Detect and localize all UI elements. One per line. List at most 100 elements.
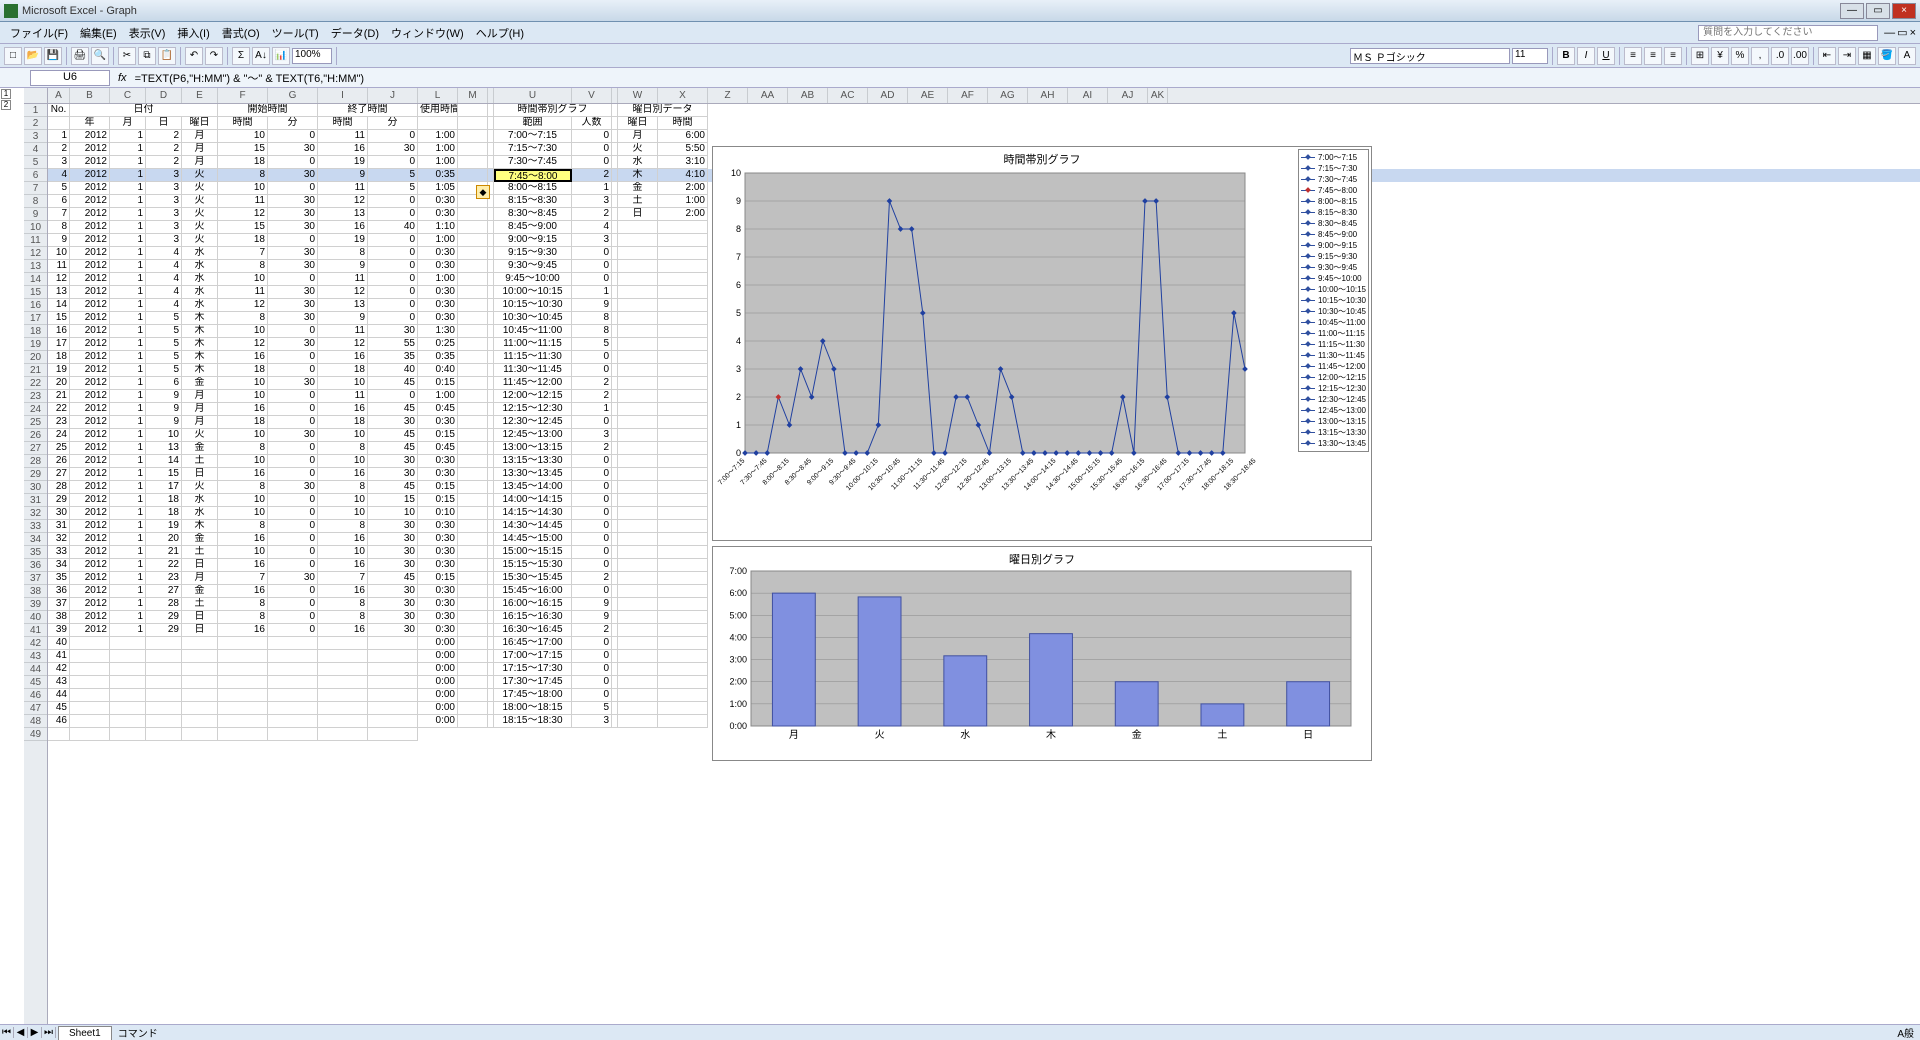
col-header[interactable]: A [48, 88, 70, 103]
font-color-icon[interactable]: A [1898, 47, 1916, 65]
row-header[interactable]: 33 [24, 520, 47, 533]
menu-item[interactable]: 挿入(I) [171, 26, 215, 42]
row-header[interactable]: 36 [24, 559, 47, 572]
row-header[interactable]: 28 [24, 455, 47, 468]
minimize-button[interactable]: — [1840, 3, 1864, 19]
merge-icon[interactable]: ⊞ [1691, 47, 1709, 65]
indent-dec-icon[interactable]: ⇤ [1818, 47, 1836, 65]
font-select[interactable]: ＭＳ Ｐゴシック [1350, 48, 1510, 64]
col-header[interactable]: AB [788, 88, 828, 103]
select-all[interactable] [24, 88, 48, 103]
row-header[interactable]: 5 [24, 156, 47, 169]
col-header[interactable]: AD [868, 88, 908, 103]
align-center-icon[interactable]: ≡ [1644, 47, 1662, 65]
open-icon[interactable]: 📂 [24, 47, 42, 65]
menu-item[interactable]: データ(D) [325, 26, 385, 42]
row-header[interactable]: 37 [24, 572, 47, 585]
row-header[interactable]: 20 [24, 351, 47, 364]
maximize-button[interactable]: ▭ [1866, 3, 1890, 19]
row-header[interactable]: 4 [24, 143, 47, 156]
align-left-icon[interactable]: ≡ [1624, 47, 1642, 65]
menu-item[interactable]: ウィンドウ(W) [385, 26, 470, 42]
outline-2[interactable]: 2 [1, 100, 11, 110]
row-header[interactable]: 49 [24, 728, 47, 741]
border-icon[interactable]: ▦ [1858, 47, 1876, 65]
tab-prev[interactable]: ◀ [14, 1027, 28, 1038]
row-header[interactable]: 40 [24, 611, 47, 624]
row-header[interactable]: 13 [24, 260, 47, 273]
tab-next[interactable]: ▶ [28, 1027, 42, 1038]
cut-icon[interactable]: ✂ [118, 47, 136, 65]
col-header[interactable]: M [458, 88, 488, 103]
doc-restore[interactable]: ▭ [1897, 26, 1907, 39]
row-header[interactable]: 18 [24, 325, 47, 338]
row-header[interactable]: 10 [24, 221, 47, 234]
day-chart[interactable]: 曜日別グラフ0:001:002:003:004:005:006:007:00月火… [712, 546, 1372, 761]
menu-item[interactable]: 書式(O) [216, 26, 266, 42]
row-header[interactable]: 3 [24, 130, 47, 143]
row-header[interactable]: 9 [24, 208, 47, 221]
indent-inc-icon[interactable]: ⇥ [1838, 47, 1856, 65]
smart-tag-icon[interactable]: ◆ [476, 185, 490, 199]
row-header[interactable]: 26 [24, 429, 47, 442]
cells-area[interactable]: No.日付開始時間終了時間使用時間時間帯別グラフ曜日別データ年月日曜日時間分時間… [48, 104, 1920, 1024]
row-header[interactable]: 46 [24, 689, 47, 702]
row-header[interactable]: 15 [24, 286, 47, 299]
menu-item[interactable]: ヘルプ(H) [470, 26, 530, 42]
align-right-icon[interactable]: ≡ [1664, 47, 1682, 65]
tab-last[interactable]: ⏭ [42, 1027, 56, 1038]
row-header[interactable]: 16 [24, 299, 47, 312]
menu-item[interactable]: 編集(E) [74, 26, 123, 42]
row-header[interactable]: 47 [24, 702, 47, 715]
sheet-tab[interactable]: Sheet1 [58, 1026, 112, 1040]
row-header[interactable]: 45 [24, 676, 47, 689]
comma-icon[interactable]: , [1751, 47, 1769, 65]
row-header[interactable]: 2 [24, 117, 47, 130]
row-header[interactable]: 12 [24, 247, 47, 260]
help-input[interactable] [1698, 25, 1878, 41]
row-header[interactable]: 21 [24, 364, 47, 377]
save-icon[interactable]: 💾 [44, 47, 62, 65]
col-header[interactable]: L [418, 88, 458, 103]
zoom-select[interactable]: 100% [292, 48, 332, 64]
col-header[interactable]: U [494, 88, 572, 103]
col-header[interactable]: G [268, 88, 318, 103]
row-header[interactable]: 29 [24, 468, 47, 481]
menu-item[interactable]: ツール(T) [266, 26, 325, 42]
doc-min[interactable]: — [1884, 27, 1895, 39]
col-header[interactable]: V [572, 88, 612, 103]
col-header[interactable]: AF [948, 88, 988, 103]
fill-icon[interactable]: 🪣 [1878, 47, 1896, 65]
row-header[interactable]: 6 [24, 169, 47, 182]
row-header[interactable]: 7 [24, 182, 47, 195]
col-header[interactable]: AJ [1108, 88, 1148, 103]
currency-icon[interactable]: ¥ [1711, 47, 1729, 65]
row-header[interactable]: 19 [24, 338, 47, 351]
col-header[interactable]: AC [828, 88, 868, 103]
col-header[interactable]: AH [1028, 88, 1068, 103]
row-header[interactable]: 43 [24, 650, 47, 663]
row-header[interactable]: 17 [24, 312, 47, 325]
copy-icon[interactable]: ⧉ [138, 47, 156, 65]
col-header[interactable]: D [146, 88, 182, 103]
formula-value[interactable]: =TEXT(P6,"H:MM") & "～" & TEXT(T6,"H:MM") [135, 70, 1920, 86]
row-header[interactable]: 44 [24, 663, 47, 676]
tab-first[interactable]: ⏮ [0, 1027, 14, 1038]
row-header[interactable]: 48 [24, 715, 47, 728]
col-header[interactable]: AK [1148, 88, 1168, 103]
doc-close[interactable]: × [1910, 27, 1916, 39]
row-header[interactable]: 25 [24, 416, 47, 429]
size-select[interactable]: 11 [1512, 48, 1548, 64]
col-header[interactable]: I [318, 88, 368, 103]
dec-inc-icon[interactable]: .0 [1771, 47, 1789, 65]
col-header[interactable]: AE [908, 88, 948, 103]
redo-icon[interactable]: ↷ [205, 47, 223, 65]
dec-dec-icon[interactable]: .00 [1791, 47, 1809, 65]
row-header[interactable]: 41 [24, 624, 47, 637]
row-header[interactable]: 1 [24, 104, 47, 117]
row-header[interactable]: 14 [24, 273, 47, 286]
name-box[interactable]: U6 [30, 70, 110, 86]
row-header[interactable]: 42 [24, 637, 47, 650]
col-header[interactable]: X [658, 88, 708, 103]
time-band-chart[interactable]: 時間帯別グラフ0123456789107:00～7:157:30～7:458:0… [712, 146, 1372, 541]
